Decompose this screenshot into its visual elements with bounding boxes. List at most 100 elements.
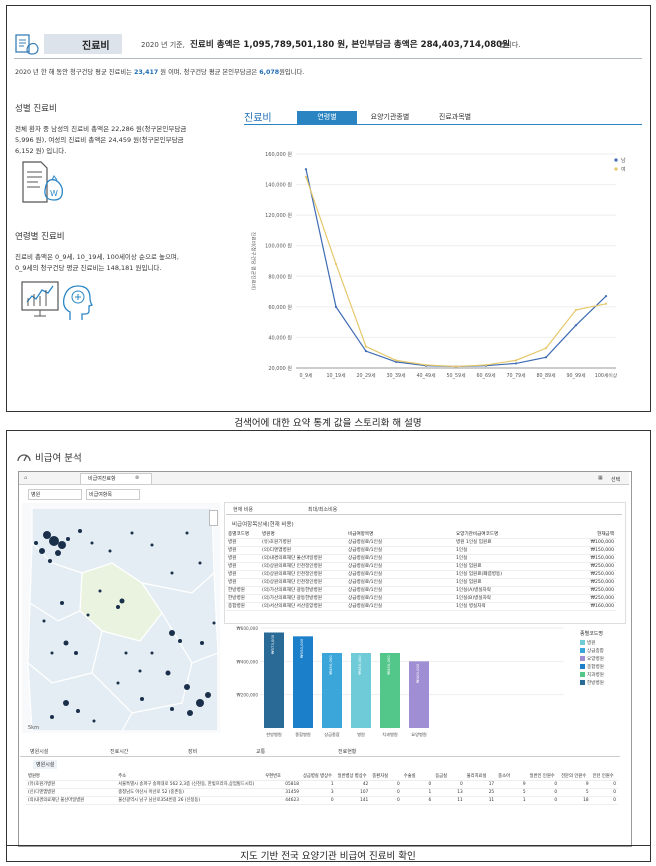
bar-한방병원[interactable] xyxy=(264,632,284,729)
panel-tab-maxmin[interactable]: 최대/최소비용 xyxy=(308,507,338,513)
table-row[interactable]: 병원 (의)상원의료재단 인천정인병원 상급병실료/1인실 1인실 입원료 ₩250,0… xyxy=(226,562,616,571)
avg-value-2: 6,078 xyxy=(259,69,280,76)
bar-병원[interactable] xyxy=(351,653,371,728)
window-tab[interactable] xyxy=(80,473,152,485)
facility-cell: (의)내경의료재단 울산마일병원 xyxy=(26,796,117,805)
bottom-tab-4[interactable]: 전료현황 xyxy=(338,749,357,755)
table-cell: (유)호원기병원 xyxy=(260,538,346,547)
facility-col-header[interactable]: 상급병실 병상수 xyxy=(300,773,336,781)
bar-category-label: 종합병원 xyxy=(295,731,311,737)
col-price[interactable]: 현재금액 xyxy=(564,531,616,539)
legend-text: 치과병원 xyxy=(587,673,604,678)
bottom-tab-3[interactable]: 교통 xyxy=(256,749,266,755)
facility-row[interactable]: (신)디엔엠병원 충청남도 아산시 아산로 52 (중촌동) 31459 3 107 0 1… xyxy=(26,788,618,797)
facility-col-header[interactable]: 수술실 xyxy=(401,773,434,781)
table-cell: 한방병원 xyxy=(226,594,260,603)
toolbar-grid-icon[interactable]: ▦ xyxy=(598,475,603,481)
bottom-subtab[interactable]: 병원시설 xyxy=(33,760,58,769)
table-cell: ₩250,000 xyxy=(564,570,616,579)
panel-tab-current[interactable]: 현재 비용 xyxy=(233,507,253,513)
facility-cell: 11 xyxy=(464,796,497,805)
facility-col-header[interactable]: 응급실 xyxy=(433,773,465,781)
legend-swatch xyxy=(580,648,585,653)
table-row[interactable]: 병원 (유)호원기병원 상급병실료/1인실 병원 1인실 입원료 ₩100,000 xyxy=(226,538,616,547)
map-zoom-controls[interactable] xyxy=(209,510,218,526)
bar-상급종합[interactable] xyxy=(322,653,342,728)
bottom-tab-2[interactable]: 장비 xyxy=(188,749,198,755)
bar-요양병원[interactable] xyxy=(409,661,429,728)
facility-col-header[interactable]: 인턴 인원수 xyxy=(590,773,618,781)
avg-text-2: 원 이며, 청구건당 평균 본인부담금은 xyxy=(160,69,258,76)
col-type[interactable]: 종별코드명 xyxy=(226,531,260,539)
facility-row[interactable]: (유)호원기병원 서울특별시 송파구 송파대로 562 2,3층 (신천동, 한빛… xyxy=(26,780,618,789)
window-close-icon[interactable]: ⊗ xyxy=(135,475,140,481)
bar-legend-item[interactable]: 병원 xyxy=(580,640,624,648)
data-point xyxy=(604,302,608,305)
panel-tab-underline xyxy=(226,514,622,515)
facility-cell: 25 xyxy=(464,788,497,797)
korea-map[interactable]: 5km xyxy=(22,503,220,733)
tab-institution-type[interactable]: 요양기관종별 xyxy=(370,113,410,121)
legend-marker xyxy=(614,167,618,171)
table-row[interactable]: 한방병원 (의)가산의료재단 광동한방병원 상급병실료/1인실 1인실(A)병실자락 ₩… xyxy=(226,586,616,595)
y-tick-label: 40,000 원 xyxy=(268,334,292,341)
facility-cell: (신)디엔엠병원 xyxy=(26,788,117,797)
home-icon[interactable]: ⌂ xyxy=(24,475,28,481)
data-point xyxy=(514,362,518,365)
avg-summary: 2020 년 한 해 동안 청구건당 평균 진료비는 23,417 원 이며, … xyxy=(15,67,304,76)
facility-col-header[interactable]: 일반병상 병상수 xyxy=(335,773,371,781)
gender-text-3: 6,152 원) 입니다. xyxy=(15,147,67,155)
table-cell: 상급병실료/1인실 xyxy=(346,578,454,587)
top-caption: 검색어에 대한 요약 통계 값을 스토리화 해 설명 xyxy=(234,418,422,429)
tab-department[interactable]: 진료과목별 xyxy=(438,113,472,121)
bar-legend-item[interactable]: 치과병원 xyxy=(580,672,624,680)
bottom-tab-0[interactable]: 병원시설 xyxy=(30,749,49,755)
bar-legend-item[interactable]: 상급종합 xyxy=(580,648,624,656)
facility-col-header[interactable]: 우편번호 xyxy=(263,773,301,781)
bar-legend-item[interactable]: 한방병원 xyxy=(580,680,624,688)
table-cell: 1인실 xyxy=(454,546,564,555)
bottom-tab-1[interactable]: 진료시간 xyxy=(110,749,129,755)
col-item[interactable]: 비급여항목명 xyxy=(346,531,454,539)
table-row[interactable]: 병원 (의)디엔엠병원 상급병실료/1인실 1인실 ₩150,000 xyxy=(226,546,616,555)
facility-col-header[interactable]: 주소 xyxy=(116,773,264,781)
bar-y-tick: ₩200,000 xyxy=(237,693,259,698)
data-point xyxy=(334,262,338,266)
facility-row[interactable]: (의)내경의료재단 울산마일병원 울산광역시 남구 남산로354번길 26 (신정… xyxy=(26,796,618,805)
table-cell: 상급병실료/1인실 xyxy=(346,602,454,611)
table-cell: 1인실(B)병실자락 xyxy=(454,594,564,603)
table-row[interactable]: 병원 (의)상원의료재단 인천정인병원 상급병실료/1인실 1인실 입원료(폐렴병동)… xyxy=(226,570,616,579)
bar-종합병원[interactable] xyxy=(293,636,313,728)
facility-col-header[interactable]: 물리치료실 xyxy=(464,773,497,781)
age-text-1: 진료비 총액은 0_9세, 10_19세, 100세이상 순으로 높으며, xyxy=(15,253,179,261)
facility-col-header[interactable]: 병원명 xyxy=(26,773,117,781)
facility-col-header[interactable]: 중소아 xyxy=(496,773,528,781)
table-row[interactable]: 종합병원 (의)서산의료재단 서산중앙병원 상급병실료/1인실 1인실 병실자락 ₩16… xyxy=(226,602,616,611)
bar-치과병원[interactable] xyxy=(380,653,400,728)
tab-age[interactable]: 연령별 xyxy=(297,111,357,124)
table-row[interactable]: 한방병원 (의)가산의료재단 광동한방병원 상급병실료/1인실 1인실(B)병실자락 ₩… xyxy=(226,594,616,603)
facility-col-header[interactable]: 중환자실 xyxy=(370,773,402,781)
table-row[interactable]: 병원 (의)내경의료재단 울산마일병원 상급병실료/1인실 1인실 ₩150,000 xyxy=(226,554,616,563)
table-row[interactable]: 병원 (의)상원의료재단 인천정인병원 상급병실료/1인실 1인실 입원료 ₩250,0… xyxy=(226,578,616,587)
col-hospital[interactable]: 병원명 xyxy=(260,531,346,539)
bar-legend-item[interactable]: 종합병원 xyxy=(580,664,624,672)
table-cell: 상급병실료/1인실 xyxy=(346,546,454,555)
data-point xyxy=(454,365,458,368)
facility-cell: 1 xyxy=(300,780,336,789)
toolbar-select-label[interactable]: 선택 xyxy=(611,477,621,483)
col-code[interactable]: 요양기관비급여코드명 xyxy=(454,531,564,539)
facility-col-header[interactable]: 전문의 인원수 xyxy=(559,773,591,781)
bottom-caption: 지도 기반 전국 요양기관 비급여 진료비 확인 xyxy=(240,851,416,862)
facility-cell: 5 xyxy=(559,788,591,797)
series-line-여 xyxy=(305,176,607,368)
table-cell: 병원 xyxy=(226,562,260,571)
gauge-icon xyxy=(17,454,31,462)
filter-noncovered[interactable] xyxy=(86,489,140,500)
bar-legend-item[interactable]: 요양병원 xyxy=(580,656,624,664)
filter-hospital[interactable] xyxy=(28,489,82,500)
legend-swatch xyxy=(580,656,585,661)
table-cell: 상급병실료/1인실 xyxy=(346,586,454,595)
bar-category-label: 병원 xyxy=(357,731,365,737)
facility-col-header[interactable]: 일반인 인원수 xyxy=(527,773,560,781)
